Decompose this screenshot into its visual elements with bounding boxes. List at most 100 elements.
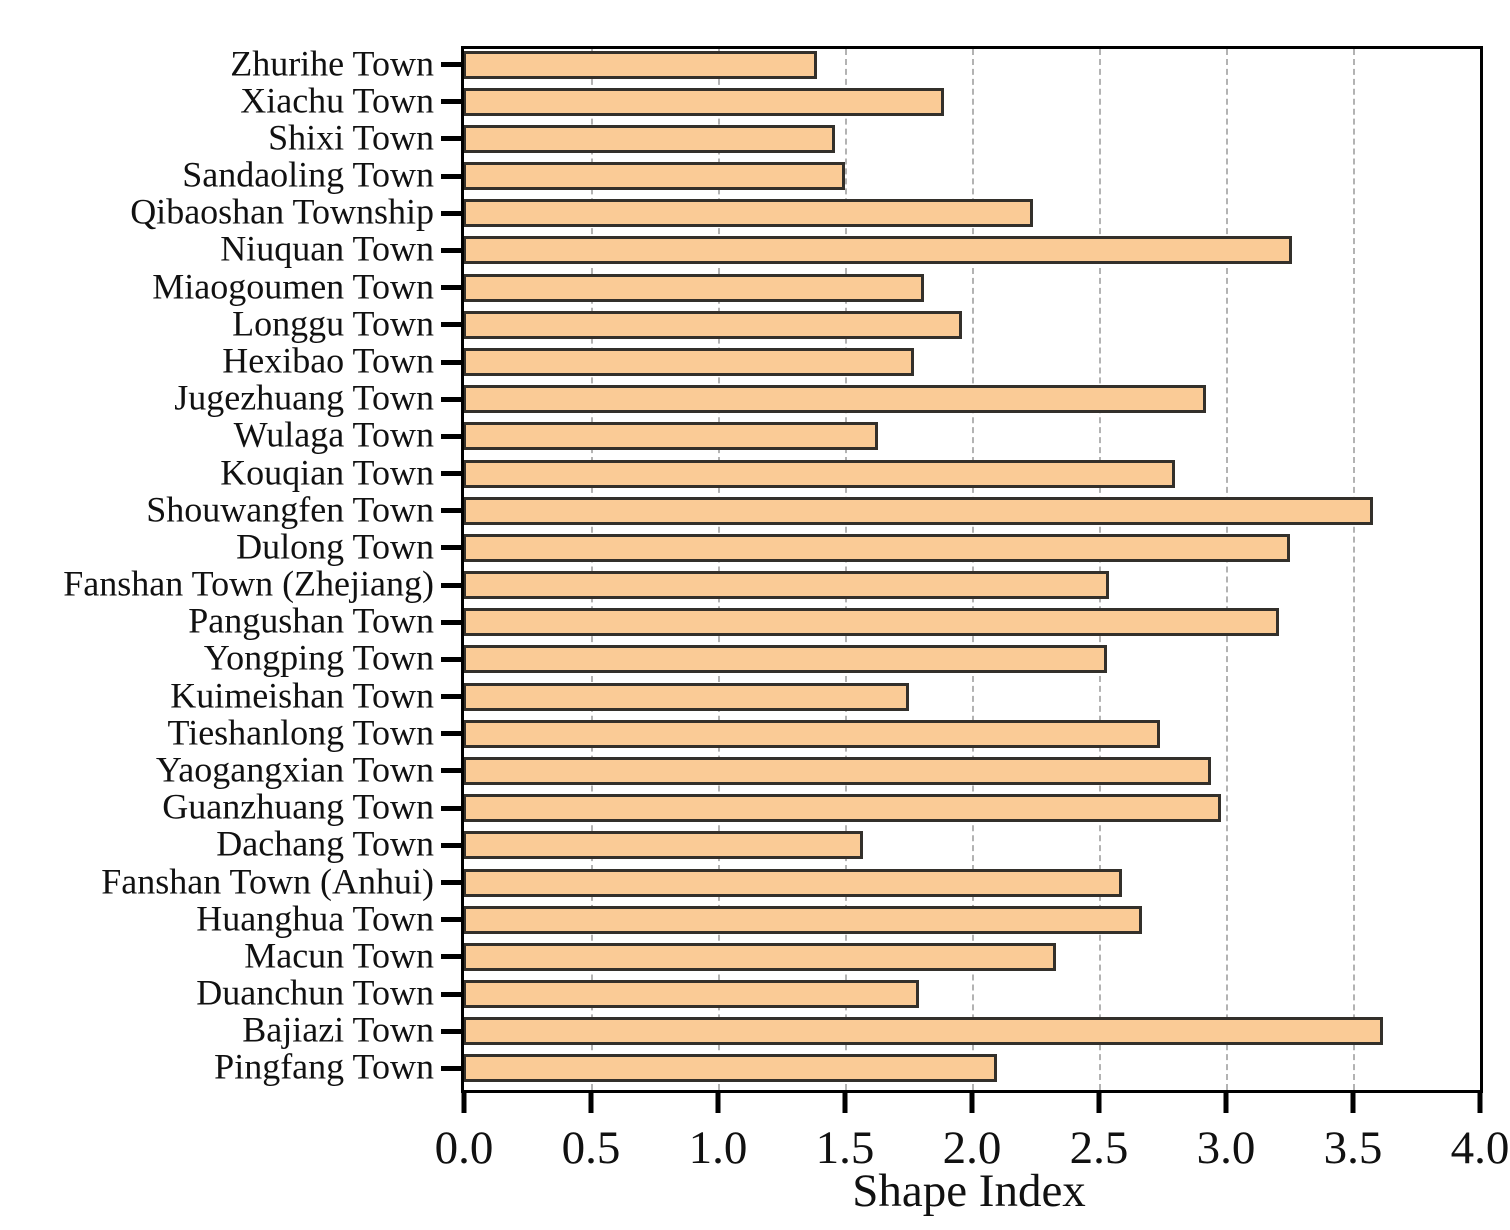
y-tick-mark (441, 694, 461, 700)
category-label: Yaogangxian Town (155, 749, 434, 790)
x-tick-mark-1.0 (715, 1093, 721, 1113)
category-label: Niuquan Town (220, 229, 434, 270)
bar (464, 87, 945, 116)
y-tick-mark (441, 247, 461, 253)
category-label: Jugezhuang Town (174, 377, 434, 418)
y-tick-mark (441, 842, 461, 848)
y-tick-mark (441, 619, 461, 625)
category-label: Miaogoumen Town (152, 266, 434, 307)
bar (464, 422, 879, 451)
bar (464, 496, 1374, 525)
bar (464, 459, 1176, 488)
x-tick-label: 2.5 (1069, 1122, 1129, 1174)
y-tick-mark (441, 731, 461, 737)
bar (464, 571, 1110, 600)
y-tick-mark (441, 322, 461, 328)
bar (464, 980, 919, 1009)
bar (464, 199, 1033, 228)
y-tick-mark (441, 173, 461, 179)
category-label: Tieshanlong Town (167, 712, 434, 753)
x-tick-label: 3.5 (1323, 1122, 1383, 1174)
y-tick-mark (441, 954, 461, 960)
bar (464, 645, 1107, 674)
category-label: Macun Town (244, 935, 434, 976)
bar (464, 1017, 1384, 1046)
category-label: Kuimeishan Town (170, 675, 434, 716)
category-label: Xiachu Town (240, 80, 434, 121)
bar (464, 608, 1280, 637)
bar (464, 162, 845, 191)
bar (464, 719, 1160, 748)
x-tick-mark-4.0 (1477, 1093, 1483, 1113)
bar (464, 942, 1056, 971)
y-tick-mark (441, 210, 461, 216)
category-label: Longgu Town (232, 303, 434, 344)
category-label: Sandaoling Town (182, 154, 434, 195)
y-tick-mark (441, 62, 461, 68)
x-tick-label: 1.5 (815, 1122, 875, 1174)
category-label: Yongping Town (203, 637, 434, 678)
x-tick-mark-3.0 (1223, 1093, 1229, 1113)
y-tick-mark (441, 285, 461, 291)
x-tick-label: 0.5 (561, 1122, 621, 1174)
x-tick-label: 1.0 (688, 1122, 748, 1174)
y-tick-mark (441, 471, 461, 477)
x-tick-mark-2.5 (1096, 1093, 1102, 1113)
bar (464, 348, 914, 377)
category-label: Bajiazi Town (242, 1009, 434, 1050)
category-label: Guanzhuang Town (162, 786, 434, 827)
gridline-1 (718, 49, 720, 1090)
y-tick-mark (441, 396, 461, 402)
gridline-3 (1226, 49, 1228, 1090)
x-tick-label: 2.0 (942, 1122, 1002, 1174)
category-label: Zhurihe Town (230, 43, 434, 84)
bar (464, 905, 1143, 934)
category-label: Dachang Town (216, 823, 434, 864)
bar (464, 756, 1211, 785)
gridline-0.5 (591, 49, 593, 1090)
bar (464, 385, 1206, 414)
gridline-3.5 (1353, 49, 1355, 1090)
y-tick-mark (441, 1065, 461, 1071)
category-label: Qibaoshan Township (130, 191, 434, 232)
bar (464, 273, 924, 302)
gridline-2 (972, 49, 974, 1090)
bar (464, 310, 962, 339)
plot-area (461, 46, 1483, 1093)
category-label: Pingfang Town (214, 1046, 434, 1087)
bar (464, 236, 1293, 265)
bar (464, 868, 1122, 897)
y-tick-mark (441, 991, 461, 997)
gridline-1.5 (845, 49, 847, 1090)
bar (464, 1054, 998, 1083)
x-tick-mark-0.5 (588, 1093, 594, 1113)
y-tick-mark (441, 508, 461, 514)
category-label: Fanshan Town (Zhejiang) (63, 563, 434, 604)
y-tick-mark (441, 917, 461, 923)
y-tick-mark (441, 99, 461, 105)
bar (464, 831, 863, 860)
x-tick-label: 4.0 (1450, 1122, 1510, 1174)
bar (464, 124, 835, 153)
y-tick-mark (441, 880, 461, 886)
bar (464, 533, 1290, 562)
category-label: Shixi Town (268, 117, 434, 158)
x-tick-label: 3.0 (1196, 1122, 1256, 1174)
x-tick-mark-0.0 (461, 1093, 467, 1113)
bar (464, 794, 1221, 823)
y-tick-mark (441, 1028, 461, 1034)
category-label: Shouwangfen Town (146, 489, 434, 530)
y-tick-mark (441, 545, 461, 551)
y-tick-mark (441, 582, 461, 588)
bar (464, 50, 818, 79)
y-tick-mark (441, 805, 461, 811)
category-label: Hexibao Town (222, 340, 434, 381)
y-tick-mark (441, 656, 461, 662)
y-tick-mark (441, 136, 461, 142)
category-label: Kouqian Town (220, 452, 434, 493)
category-label: Huanghua Town (196, 898, 434, 939)
category-label: Wulaga Town (233, 414, 434, 455)
gridline-2.5 (1099, 49, 1101, 1090)
y-tick-mark (441, 433, 461, 439)
